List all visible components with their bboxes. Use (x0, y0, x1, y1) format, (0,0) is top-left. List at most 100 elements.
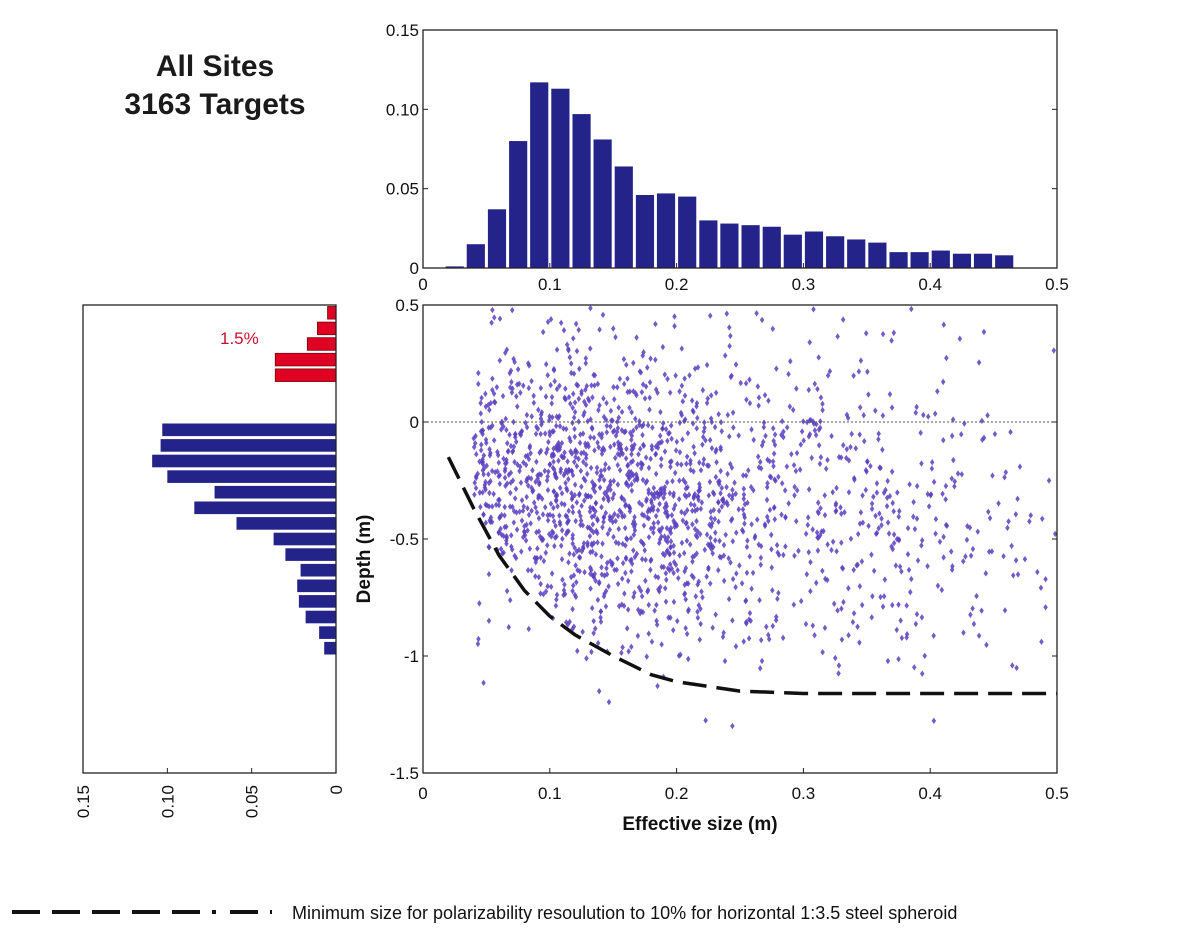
scatter-point (863, 486, 869, 494)
scatter-point (588, 493, 594, 500)
scatter-point (776, 473, 781, 481)
scatter-point (822, 492, 828, 499)
scatter-point (905, 524, 911, 532)
scatter-point (490, 422, 495, 429)
scatter-point (629, 409, 634, 416)
scatter-point (524, 411, 530, 419)
scatter-point (825, 372, 831, 379)
scatter-point (686, 491, 692, 499)
scatter-point (948, 548, 954, 555)
scatter-point (598, 618, 604, 626)
scatter-point (877, 510, 882, 517)
scatter-point (588, 564, 593, 571)
scatter-point (660, 343, 666, 351)
scatter-point (566, 507, 571, 515)
scatter-point (603, 587, 609, 595)
scatter-point (801, 418, 806, 425)
scatter-point (507, 503, 513, 510)
scatter-point (575, 566, 580, 574)
scatter-point (472, 440, 478, 447)
scatter-point (792, 552, 797, 559)
scatter-point (836, 662, 842, 669)
scatter-point (779, 418, 785, 425)
scatter-point (695, 493, 700, 501)
scatter-point (628, 535, 634, 542)
scatter-point (536, 406, 541, 414)
scatter-point (555, 503, 560, 510)
scatter-point (950, 416, 956, 423)
scatter-point (691, 574, 696, 581)
scatter-point (490, 375, 495, 382)
scatter-point (587, 508, 593, 515)
scatter-point (690, 420, 696, 427)
scatter-point (545, 583, 550, 590)
scatter-point (766, 631, 771, 639)
scatter-point (929, 465, 935, 472)
scatter-point (638, 538, 644, 545)
scatter-point (734, 570, 739, 577)
scatter-point (511, 355, 516, 363)
scatter-point (493, 501, 499, 508)
scatter-point (771, 450, 777, 457)
scatter-point (698, 620, 703, 628)
scatter-point (517, 463, 523, 470)
scatter-point (679, 345, 685, 352)
scatter-point (671, 542, 676, 549)
scatter-point (855, 623, 860, 630)
scatter-point (748, 483, 754, 491)
scatter-point (560, 454, 565, 461)
scatter-point (887, 391, 893, 398)
scatter-point (943, 496, 948, 503)
scatter-point (682, 591, 687, 598)
scatter-point (638, 587, 644, 595)
scatter-point (608, 423, 613, 430)
scatter-point (520, 507, 526, 515)
scatter-point (949, 432, 955, 440)
scatter-point (595, 596, 601, 604)
scatter-point (695, 608, 700, 615)
scatter-point (906, 566, 912, 574)
scatter-point (846, 585, 851, 592)
scatter-point (725, 470, 730, 478)
scatter-point (925, 562, 930, 570)
scatter-point (863, 330, 869, 337)
scatter-point (559, 490, 565, 497)
scatter-point (807, 339, 812, 346)
scatter-point (677, 388, 682, 395)
scatter-point (585, 539, 590, 547)
scatter-point (574, 548, 580, 555)
scatter-point (538, 447, 544, 454)
scatter-point (865, 368, 870, 375)
scatter-point (846, 489, 852, 496)
scatter-point (692, 507, 698, 514)
scatter-point (606, 583, 611, 590)
scatter-point (495, 468, 500, 475)
scatter-point (850, 618, 856, 626)
scatter-point (595, 639, 601, 647)
scatter-point (531, 399, 537, 407)
scatter-point (681, 549, 687, 557)
scatter-point (530, 467, 535, 474)
scatter-point (684, 460, 689, 467)
side-histogram-bar (194, 501, 336, 515)
scatter-point (747, 376, 752, 383)
scatter-point (654, 489, 660, 497)
scatter-point (827, 368, 833, 375)
scatter-point (497, 496, 502, 504)
scatter-point (636, 451, 641, 458)
scatter-point (844, 411, 850, 418)
scatter-point (604, 571, 610, 578)
scatter-point (728, 559, 733, 566)
scatter-y-tick-label: -1.5 (390, 764, 419, 783)
scatter-point (788, 358, 793, 365)
scatter-point (577, 554, 583, 561)
scatter-point (674, 438, 680, 445)
scatter-point (773, 477, 778, 484)
scatter-point (579, 502, 584, 510)
scatter-point (738, 379, 743, 387)
scatter-point (784, 463, 790, 470)
scatter-point (896, 655, 901, 663)
scatter-point (551, 450, 556, 458)
scatter-point (833, 654, 838, 662)
side-histogram-bar (300, 563, 336, 577)
